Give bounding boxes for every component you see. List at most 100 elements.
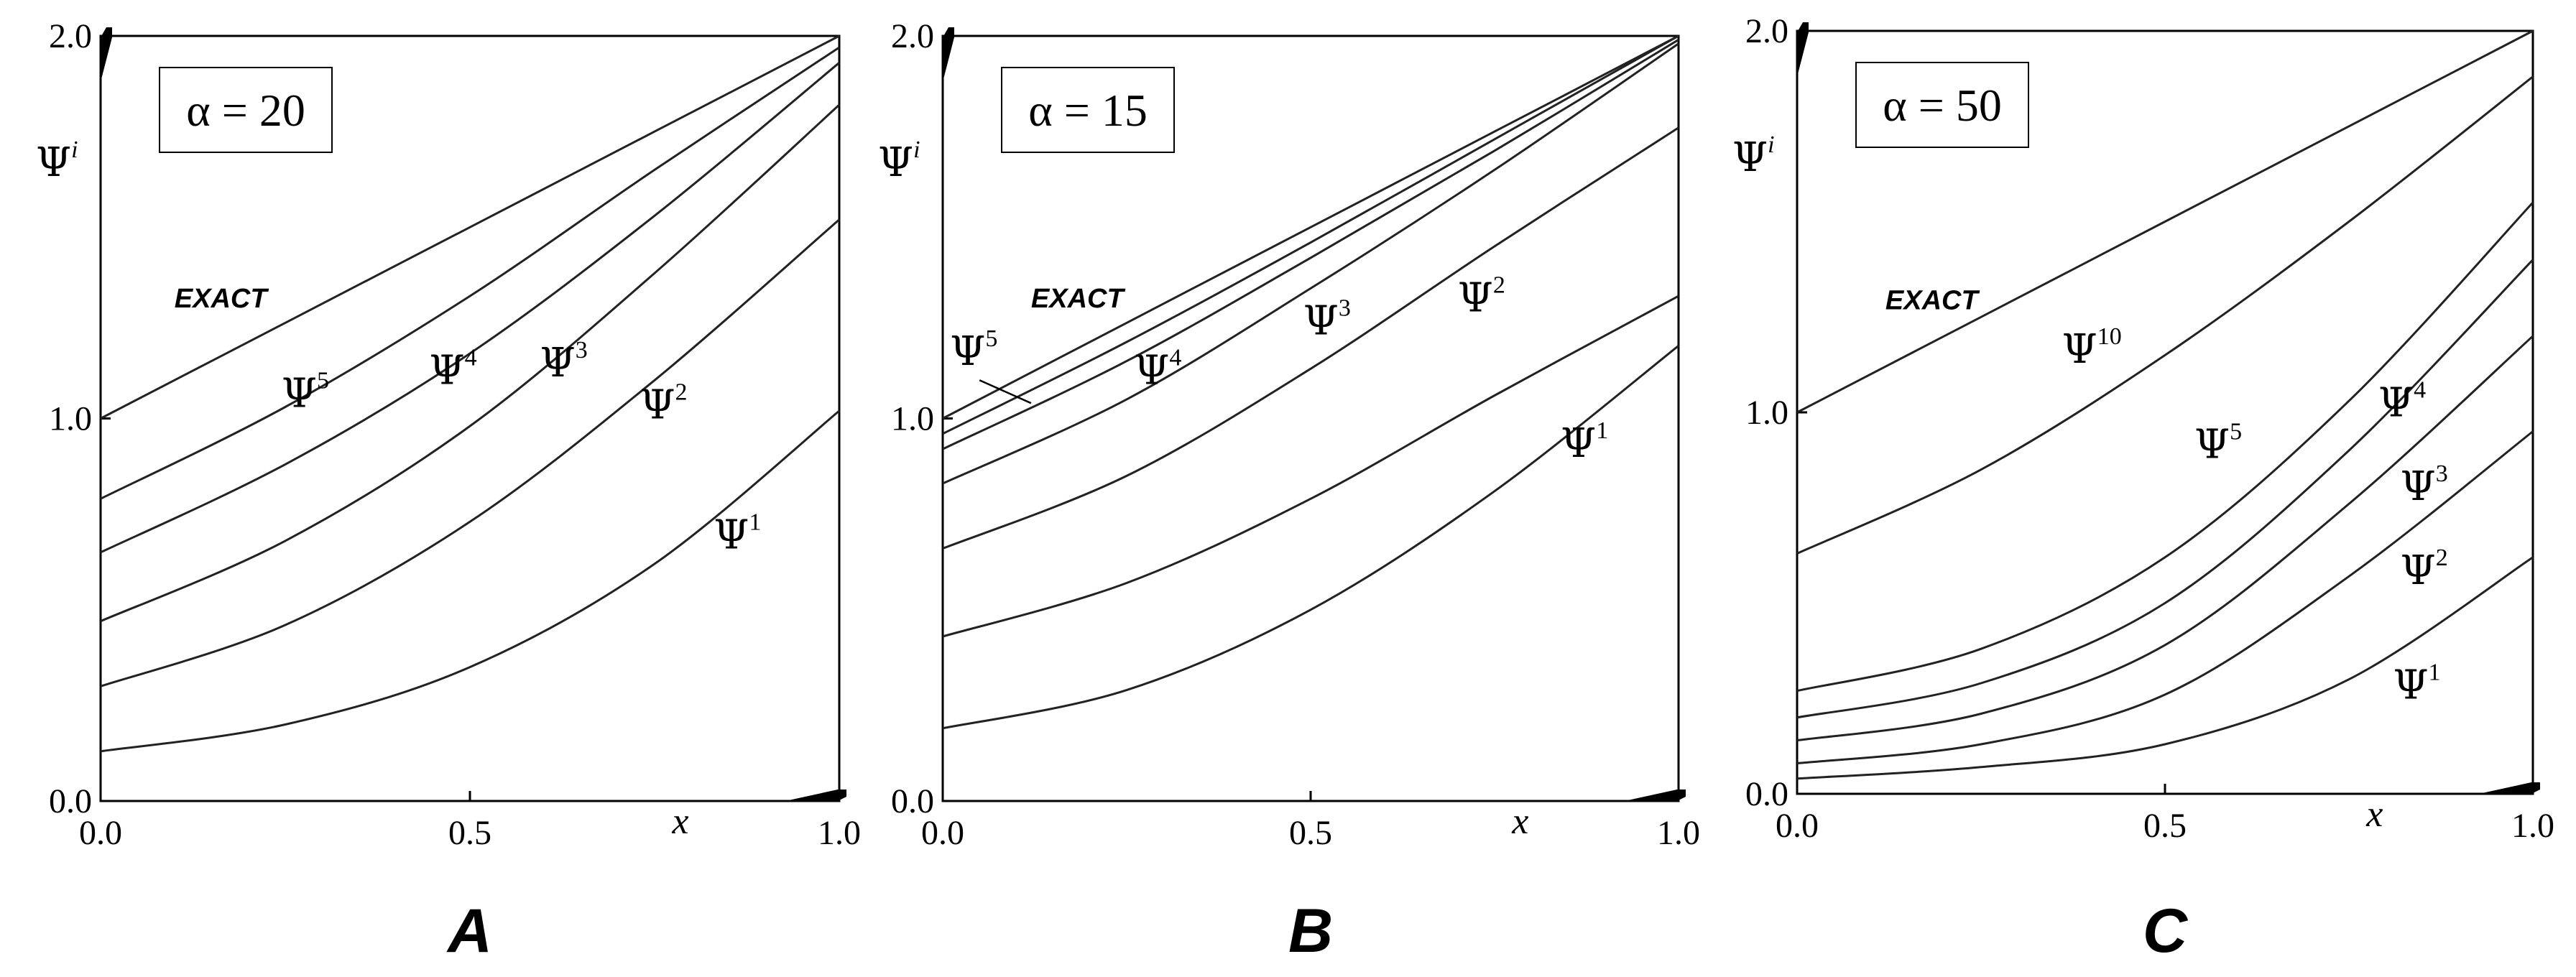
- curve-label-exact: EXACT: [1031, 284, 1126, 314]
- series-line-5: [1796, 201, 2534, 693]
- curve-label-psi4: Ψ4: [2378, 376, 2426, 426]
- series-line-2: [100, 218, 840, 687]
- psi5-leader-line: [979, 379, 1032, 404]
- y-axis-label-sup: i: [913, 136, 920, 163]
- y-axis-arrow: [943, 27, 954, 82]
- chart-panel-b: 0.0 0.5 1.0 0.0 1.0 2.0 x Ψi α = 15 EXACT Ψ5 Ψ4 Ψ3 Ψ2…: [878, 17, 1700, 966]
- curve-label-exact: EXACT: [175, 284, 269, 314]
- x-axis-label: x: [671, 801, 688, 842]
- series-line-5: [942, 34, 1679, 435]
- y-tick-label: 0.0: [891, 782, 934, 820]
- x-axis-arrow: [1625, 790, 1686, 801]
- chart-panel-a: 0.0 0.5 1.0 0.0 1.0 2.0 x Ψi α = 20 EXACT Ψ5 Ψ4 Ψ3 Ψ2…: [36, 17, 861, 966]
- x-tick-label: 0.5: [1289, 814, 1332, 852]
- y-tick-label: 1.0: [49, 400, 92, 438]
- curve-label-psi3: Ψ3: [1303, 295, 1351, 344]
- series-line-exact: [942, 34, 1679, 420]
- y-axis-label: Ψi: [878, 136, 920, 186]
- curve-label-psi3: Ψ3: [2401, 460, 2448, 510]
- curve-label-psi2: Ψ2: [640, 379, 687, 429]
- y-axis-arrow: [1797, 22, 1809, 77]
- curve-label-sup: 2: [2436, 545, 2448, 571]
- curve-label-sup: 10: [2097, 323, 2122, 350]
- curve-label-psi2: Ψ2: [2401, 545, 2448, 594]
- panel-letter: A: [446, 897, 492, 966]
- curve-label-psi1: Ψ1: [714, 509, 761, 559]
- curve-label-psi10: Ψ10: [2062, 323, 2122, 373]
- x-tick-label: 1.0: [1657, 814, 1700, 852]
- y-tick-label: 2.0: [891, 17, 934, 55]
- series-line-3: [1796, 335, 2534, 742]
- x-tick-label: 0.0: [79, 814, 122, 852]
- curve-label-psi1: Ψ1: [1561, 417, 1608, 467]
- curve-label-psi4: Ψ4: [429, 345, 476, 394]
- y-tick-label: 2.0: [1745, 12, 1788, 50]
- series-line-5: [100, 46, 840, 500]
- series-line-10: [1796, 75, 2534, 555]
- curve-label-psi3: Ψ3: [540, 337, 588, 386]
- alpha-label: α = 50: [1883, 80, 2002, 131]
- y-axis-label: Ψi: [36, 136, 78, 186]
- curve-label-sup: 1: [749, 509, 761, 536]
- y-tick-label: 1.0: [1745, 394, 1788, 432]
- series-line-4: [100, 62, 840, 554]
- series-line-1: [100, 409, 840, 753]
- chart-panel-c: 0.0 0.5 1.0 0.0 1.0 2.0 x Ψi α = 50 EXACT Ψ10 Ψ5 Ψ4 Ψ…: [1732, 12, 2554, 966]
- x-tick-label: 0.5: [2143, 807, 2187, 845]
- x-axis-label: x: [2365, 794, 2383, 835]
- series-line-1: [942, 295, 1679, 638]
- x-tick-label: 0.5: [448, 814, 491, 852]
- curve-label-exact: EXACT: [1885, 286, 1980, 316]
- y-axis-label: Ψi: [1732, 131, 1775, 181]
- curve-label-psi5: Ψ5: [2194, 419, 2242, 468]
- curve-label-sup: 1: [1596, 417, 1608, 444]
- curve-label-sup: 5: [2230, 419, 2242, 445]
- curve-label-sup: 2: [1493, 272, 1505, 298]
- series-line-2: [1796, 430, 2534, 764]
- curve-label-psi5: Ψ5: [282, 368, 329, 417]
- curve-label-psi2: Ψ2: [1458, 272, 1505, 321]
- curve-label-sup: 4: [465, 345, 477, 371]
- curve-label-sup: 1: [2429, 659, 2441, 685]
- series-line-unlabeled-6: [942, 345, 1679, 730]
- curve-label-sup: 2: [675, 379, 688, 406]
- curve-label-sup: 4: [2414, 376, 2426, 403]
- x-tick-label: 1.0: [818, 814, 861, 852]
- curve-label-psi4: Ψ4: [1134, 345, 1181, 394]
- y-axis-label-sup: i: [1768, 131, 1774, 158]
- y-tick-label: 0.0: [1745, 775, 1788, 813]
- alpha-box: [1001, 67, 1175, 153]
- curve-label-psi5: Ψ5: [950, 325, 997, 375]
- series-line-1: [1796, 556, 2534, 780]
- series-line-4: [942, 39, 1679, 450]
- x-tick-label: 1.0: [2511, 807, 2554, 845]
- panel-letter: B: [1288, 897, 1333, 966]
- x-tick-label: 0.0: [1776, 807, 1819, 845]
- y-tick-label: 2.0: [49, 17, 92, 55]
- alpha-box: [159, 67, 333, 153]
- curve-label-psi1: Ψ1: [2393, 659, 2440, 708]
- curve-label-sup: 3: [2436, 460, 2448, 487]
- alpha-box: [1855, 62, 2029, 148]
- y-axis-arrow: [101, 27, 112, 82]
- x-axis-label: x: [1511, 801, 1528, 842]
- y-tick-label: 0.0: [49, 782, 92, 820]
- curve-label-sup: 3: [1339, 295, 1351, 321]
- x-axis-arrow: [2479, 782, 2540, 794]
- curve-label-sup: 5: [317, 368, 329, 394]
- x-tick-label: 0.0: [921, 814, 964, 852]
- x-axis-arrow: [785, 790, 846, 801]
- panel-letter: C: [2143, 897, 2189, 966]
- series-line-exact: [100, 34, 840, 420]
- y-tick-label: 1.0: [891, 400, 934, 438]
- series-line-exact: [1796, 29, 2534, 414]
- curve-label-sup: 3: [576, 337, 588, 364]
- y-axis-label-sup: i: [71, 136, 78, 163]
- alpha-label: α = 20: [186, 85, 305, 136]
- series-line-4: [1796, 259, 2534, 719]
- curve-label-sup: 5: [985, 325, 997, 352]
- series-line-3: [942, 42, 1679, 485]
- series-line-3: [100, 103, 841, 623]
- alpha-label: α = 15: [1028, 85, 1148, 136]
